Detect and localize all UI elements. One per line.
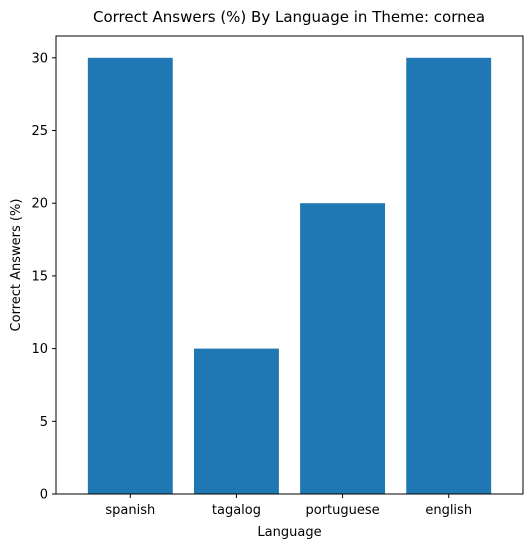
bars-group xyxy=(87,57,492,495)
x-axis: spanish tagalog portuguese english xyxy=(105,494,472,518)
plot-area-frame xyxy=(55,35,524,495)
bar-tagalog xyxy=(193,348,279,494)
x-tick-label-portuguese: portuguese xyxy=(305,503,379,518)
y-tick-label: 5 xyxy=(40,415,48,430)
bar-spanish xyxy=(87,57,173,495)
x-axis-label: Language xyxy=(257,525,321,540)
x-tick-label-english: english xyxy=(425,503,472,518)
y-tick-label: 10 xyxy=(31,342,48,357)
bar-english xyxy=(406,57,492,495)
y-tick-label: 0 xyxy=(40,488,48,503)
y-axis: 0 5 10 15 20 25 30 xyxy=(31,51,56,503)
y-tick-label: 25 xyxy=(31,124,48,139)
chart-title: Correct Answers (%) By Language in Theme… xyxy=(93,8,485,26)
y-tick-label: 15 xyxy=(31,269,48,284)
x-tick-label-tagalog: tagalog xyxy=(212,503,261,518)
x-tick-label-spanish: spanish xyxy=(105,503,155,518)
y-tick-label: 20 xyxy=(31,197,48,212)
bar-portuguese xyxy=(300,203,386,494)
y-axis-label: Correct Answers (%) xyxy=(9,199,24,332)
y-tick-label: 30 xyxy=(31,51,48,66)
